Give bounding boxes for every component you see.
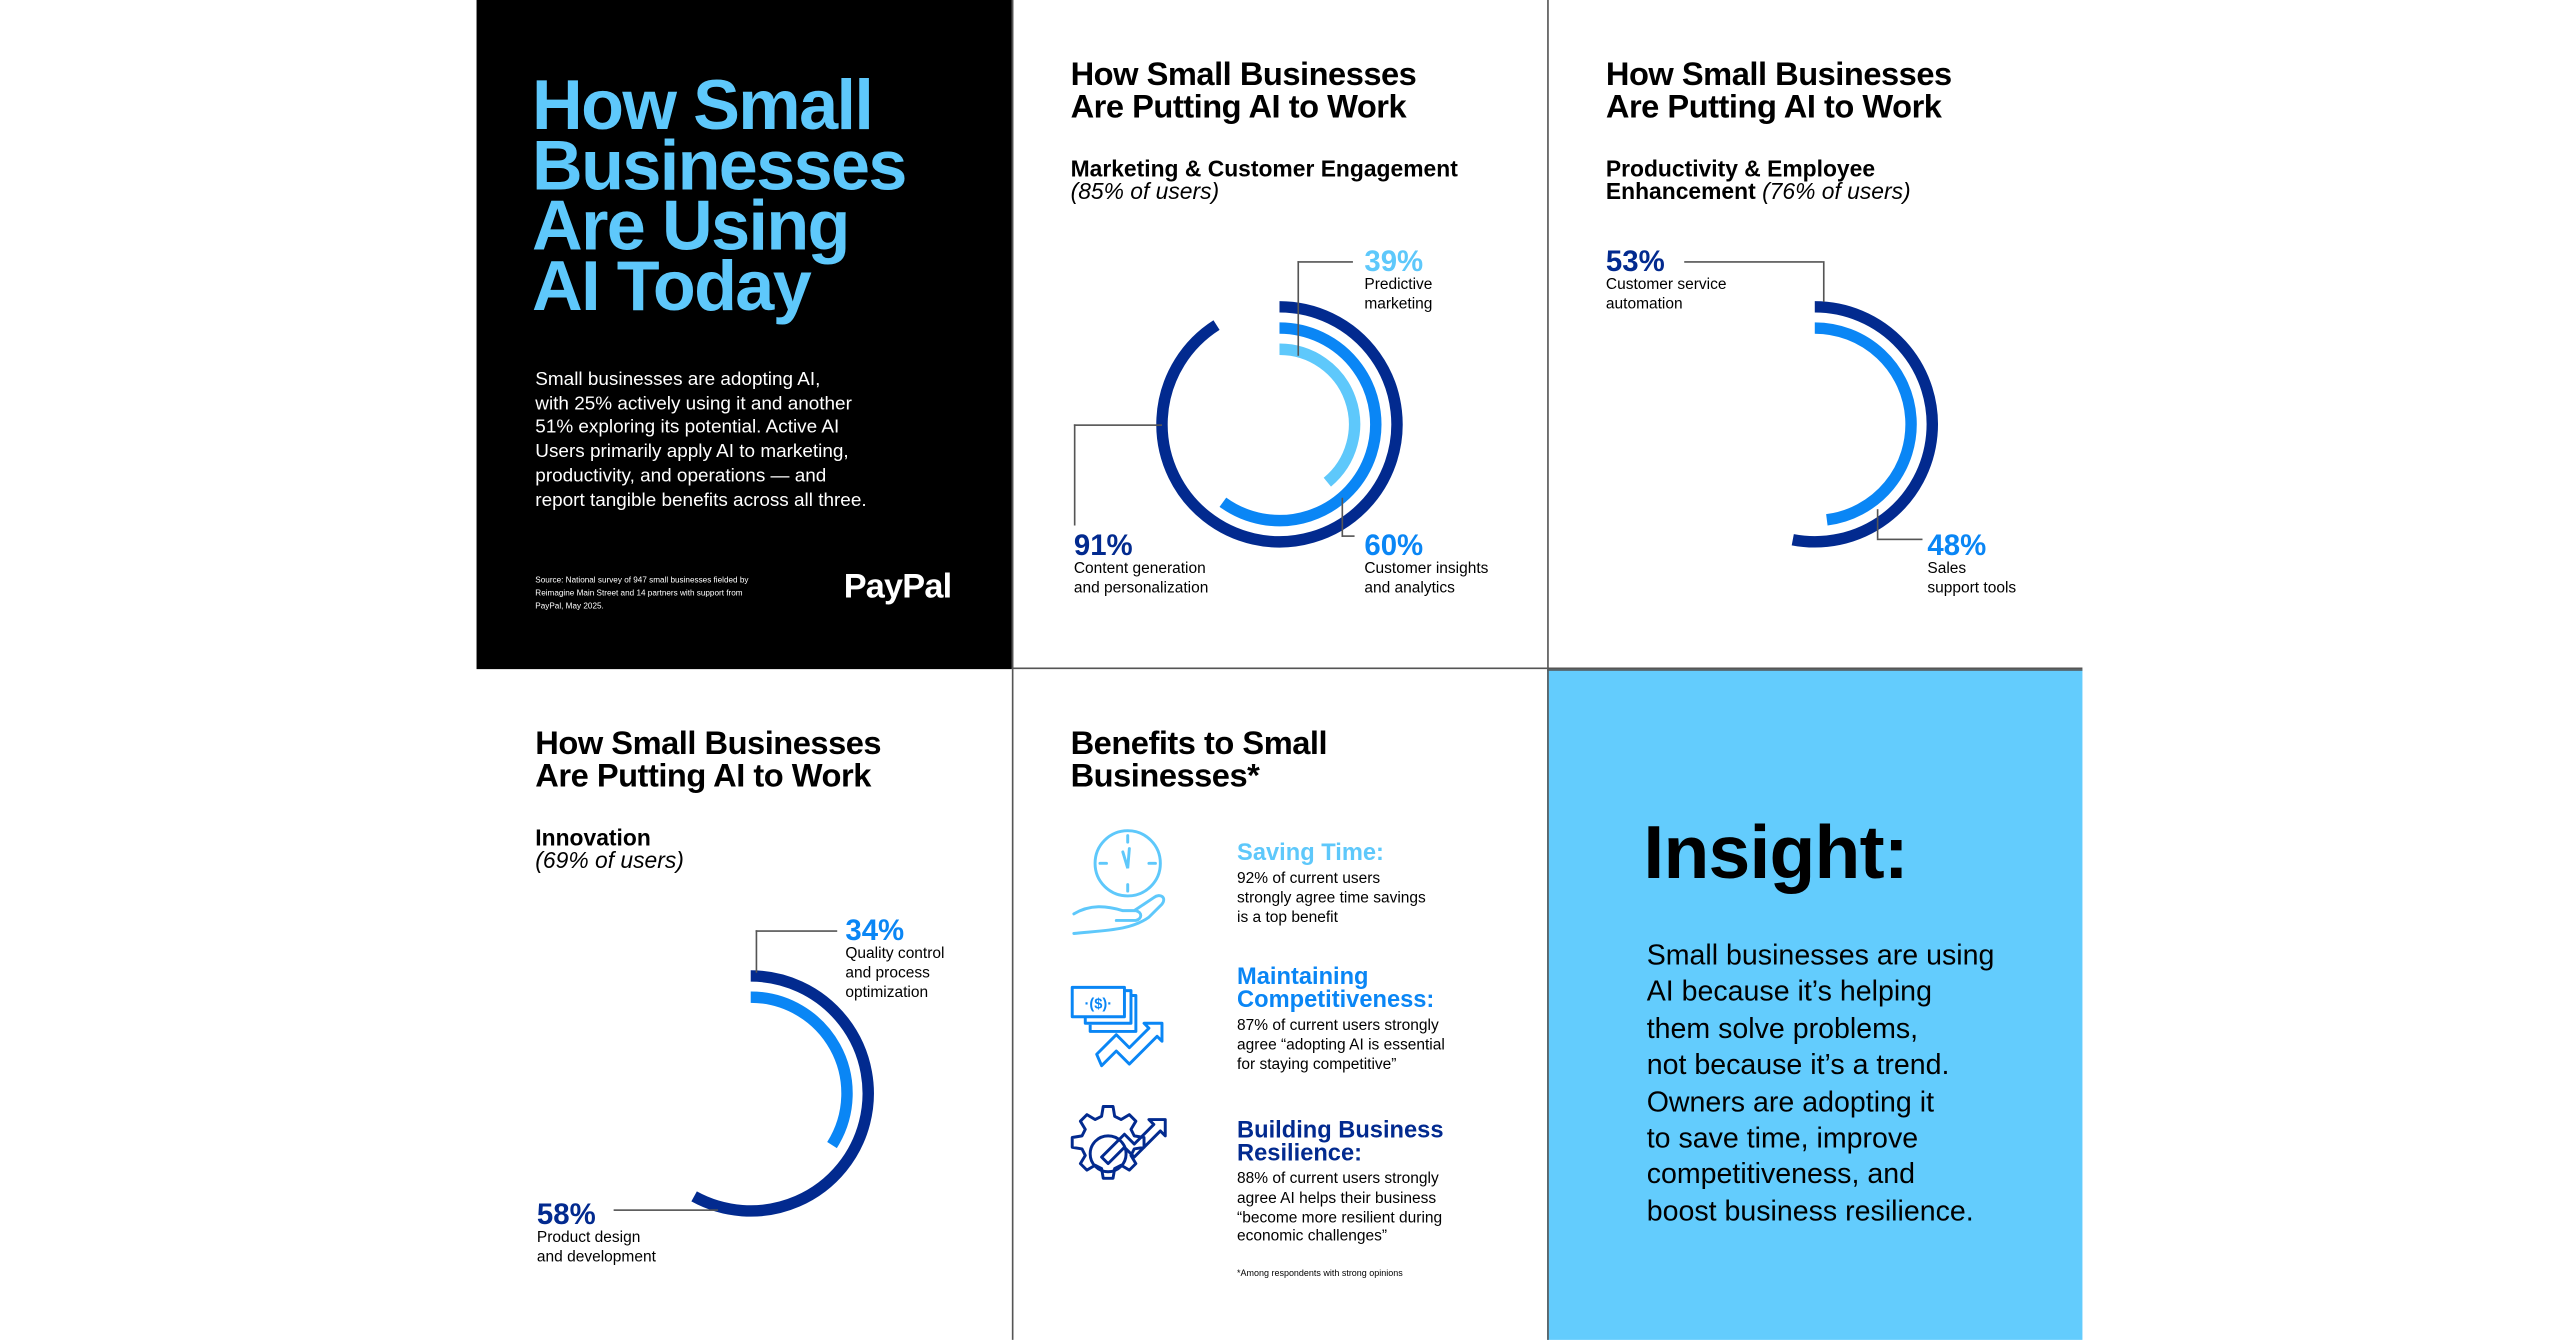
marketing-chart xyxy=(1156,301,1403,548)
label-customer-service: 53% Customer service automation xyxy=(1605,244,1727,314)
paypal-logo: PayPal xyxy=(843,567,952,606)
svg-text:·($)·: ·($)· xyxy=(1084,997,1112,1013)
gear-growth-icon xyxy=(1070,1105,1167,1180)
leader-line xyxy=(1297,261,1300,356)
innovation-subtitle: Innovation (69% of users) xyxy=(535,824,684,874)
insight-panel: Insight: Small businesses are using AI b… xyxy=(1547,669,2083,1340)
benefit-saving-time: Saving Time: 92% of current users strong… xyxy=(1237,840,1426,927)
radial-bar-content-generation-and-personalization xyxy=(1156,301,1403,548)
clock-hand-icon xyxy=(1072,829,1166,935)
leader-line xyxy=(1684,261,1823,263)
innovation-chart xyxy=(691,970,874,1217)
leader-line xyxy=(1341,497,1344,537)
radial-bar-predictive-marketing xyxy=(1279,343,1361,487)
productivity-subtitle: Productivity & Employee Enhancement (76%… xyxy=(1605,155,1911,204)
benefit-competitiveness: Maintaining Competitiveness: 87% of curr… xyxy=(1237,964,1445,1074)
innovation-heading: How Small Businesses Are Putting AI to W… xyxy=(535,726,882,795)
leader-line xyxy=(1297,261,1353,263)
productivity-panel xyxy=(1547,0,2083,670)
benefit-resilience: Building Business Resilience: 88% of cur… xyxy=(1237,1117,1444,1246)
benefits-footnote: *Among respondents with strong opinions xyxy=(1237,1269,1403,1280)
label-quality-control: 34% Quality control and process optimiza… xyxy=(845,913,945,1003)
insight-body: Small businesses are using AI because it… xyxy=(1646,938,1995,1228)
productivity-heading: How Small Businesses Are Putting AI to W… xyxy=(1605,57,1952,126)
radial-bar-quality-control-and-process-optimization xyxy=(750,991,853,1149)
benefits-heading: Benefits to Small Businesses* xyxy=(1070,726,1328,795)
label-predictive-marketing: 39% Predictive marketing xyxy=(1364,244,1433,314)
leader-line xyxy=(755,930,758,973)
label-product-design: 58% Product design and development xyxy=(536,1197,656,1267)
radial-bar-customer-insights-and-analytics xyxy=(1219,322,1382,527)
label-sales-support: 48% Sales support tools xyxy=(1927,528,2017,598)
label-customer-insights: 60% Customer insights and analytics xyxy=(1364,528,1489,598)
radial-bar-customer-service-automation xyxy=(1791,301,1938,548)
intro-title: How Small Businesses Are Using AI Today xyxy=(532,66,907,327)
productivity-chart xyxy=(1791,301,1938,548)
leader-line xyxy=(1073,424,1162,426)
leader-line xyxy=(1822,261,1825,302)
intro-panel: How Small Businesses Are Using AI Today … xyxy=(476,0,1012,670)
leader-line xyxy=(1876,538,1923,541)
radial-bar-product-design-and-development xyxy=(691,970,874,1217)
marketing-panel xyxy=(1011,0,1548,670)
radial-bar-sales-support-tools xyxy=(1814,322,1917,526)
intro-body: Small businesses are adopting AI, with 2… xyxy=(535,368,867,511)
leader-line xyxy=(613,1209,719,1211)
leader-line xyxy=(755,930,838,932)
benefits-panel xyxy=(1011,669,1547,1340)
leader-line xyxy=(1341,535,1355,537)
insight-title: Insight: xyxy=(1643,809,1908,895)
leader-line xyxy=(1073,424,1076,526)
marketing-subtitle: Marketing & Customer Engagement (85% of … xyxy=(1070,155,1458,204)
marketing-heading: How Small Businesses Are Putting AI to W… xyxy=(1070,57,1417,126)
label-content-generation: 91% Content generation and personalizati… xyxy=(1073,528,1209,598)
money-growth-icon: ·($)· xyxy=(1070,985,1164,1068)
leader-line xyxy=(1876,509,1879,539)
source-note: Source: National survey of 947 small bus… xyxy=(535,576,749,612)
